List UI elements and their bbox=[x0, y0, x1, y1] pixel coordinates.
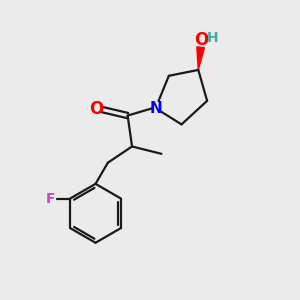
Text: O: O bbox=[194, 31, 208, 49]
Polygon shape bbox=[197, 47, 205, 70]
Text: H: H bbox=[207, 31, 219, 44]
Text: O: O bbox=[89, 100, 103, 118]
Text: F: F bbox=[46, 192, 55, 206]
Text: N: N bbox=[149, 101, 162, 116]
